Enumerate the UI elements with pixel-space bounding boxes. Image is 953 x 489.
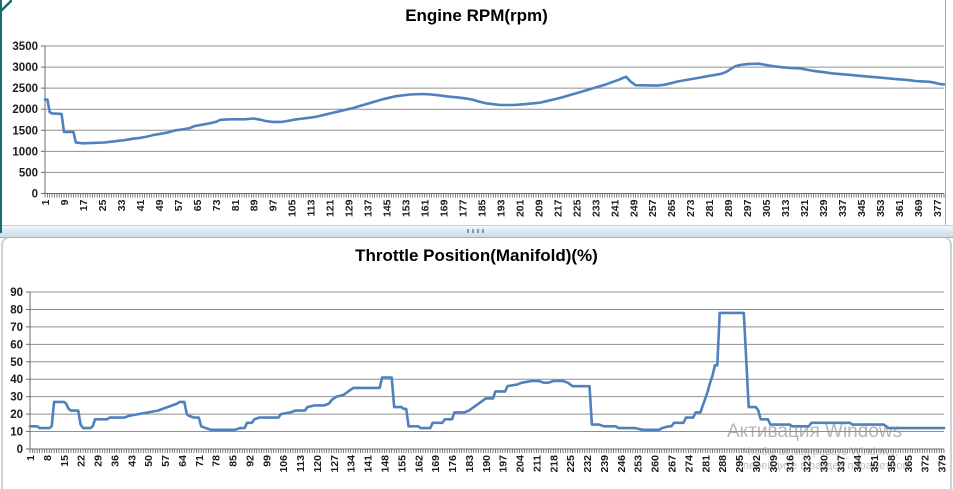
divider-grip-dots (467, 229, 486, 233)
svg-text:297: 297 (742, 199, 754, 217)
window-edge-left (0, 0, 2, 233)
svg-text:193: 193 (495, 199, 507, 217)
watermark-sub-line1: Чтобы активировать Windows, (743, 446, 899, 458)
watermark-sub-line2: перейдите в раздел параметров (743, 460, 909, 472)
svg-text:345: 345 (856, 199, 868, 217)
svg-text:217: 217 (552, 199, 564, 217)
svg-text:161: 161 (420, 199, 432, 217)
svg-text:3000: 3000 (12, 62, 38, 74)
svg-text:41: 41 (135, 199, 147, 211)
svg-text:185: 185 (476, 199, 488, 217)
panel-divider[interactable] (0, 225, 953, 238)
svg-text:249: 249 (628, 199, 640, 217)
svg-text:369: 369 (913, 199, 925, 217)
svg-text:73: 73 (211, 199, 223, 211)
svg-text:105: 105 (287, 199, 299, 217)
svg-text:2000: 2000 (12, 104, 38, 116)
svg-text:97: 97 (268, 199, 280, 211)
svg-text:1500: 1500 (12, 125, 38, 137)
svg-text:0: 0 (32, 189, 38, 201)
svg-text:89: 89 (249, 199, 261, 211)
svg-text:353: 353 (875, 199, 887, 217)
svg-text:137: 137 (363, 199, 375, 217)
svg-text:177: 177 (457, 199, 469, 217)
svg-text:145: 145 (382, 199, 394, 217)
svg-text:113: 113 (306, 199, 318, 216)
svg-text:337: 337 (837, 199, 849, 217)
svg-text:377: 377 (932, 199, 944, 217)
svg-text:9: 9 (59, 199, 71, 205)
svg-text:81: 81 (230, 199, 242, 211)
svg-text:25: 25 (97, 199, 109, 211)
svg-text:500: 500 (19, 167, 38, 179)
svg-text:121: 121 (325, 199, 337, 217)
window-corner-mark (0, 0, 12, 12)
svg-text:233: 233 (590, 199, 602, 217)
svg-text:2500: 2500 (12, 83, 38, 95)
chart-title-engine-rpm: Engine RPM(rpm) (405, 6, 548, 25)
svg-text:305: 305 (761, 199, 773, 217)
svg-text:313: 313 (780, 199, 792, 217)
svg-text:225: 225 (571, 199, 583, 217)
svg-text:129: 129 (344, 199, 356, 217)
svg-text:1000: 1000 (12, 146, 38, 158)
svg-text:3500: 3500 (12, 41, 38, 53)
svg-text:65: 65 (192, 199, 204, 211)
svg-text:153: 153 (401, 199, 413, 217)
svg-text:169: 169 (439, 199, 451, 217)
chart-title-throttle-position: Throttle Position(Manifold)(%) (355, 246, 598, 265)
svg-text:281: 281 (704, 199, 716, 217)
svg-text:241: 241 (609, 199, 621, 217)
windows-activation-watermark: Активация Windows (727, 421, 903, 442)
svg-text:265: 265 (666, 199, 678, 217)
svg-text:273: 273 (685, 199, 697, 217)
svg-text:49: 49 (154, 199, 166, 211)
svg-text:209: 209 (533, 199, 545, 217)
svg-text:17: 17 (78, 199, 90, 211)
svg-text:257: 257 (647, 199, 659, 217)
svg-text:361: 361 (894, 199, 906, 217)
svg-text:57: 57 (173, 199, 185, 211)
windows-activation-watermark-sub: Чтобы активировать Windows, перейдите в … (743, 445, 908, 473)
svg-text:289: 289 (723, 199, 735, 217)
svg-text:1: 1 (40, 199, 52, 205)
svg-text:201: 201 (514, 199, 526, 217)
svg-text:33: 33 (116, 199, 128, 211)
svg-text:329: 329 (818, 199, 830, 217)
svg-text:321: 321 (799, 199, 811, 217)
